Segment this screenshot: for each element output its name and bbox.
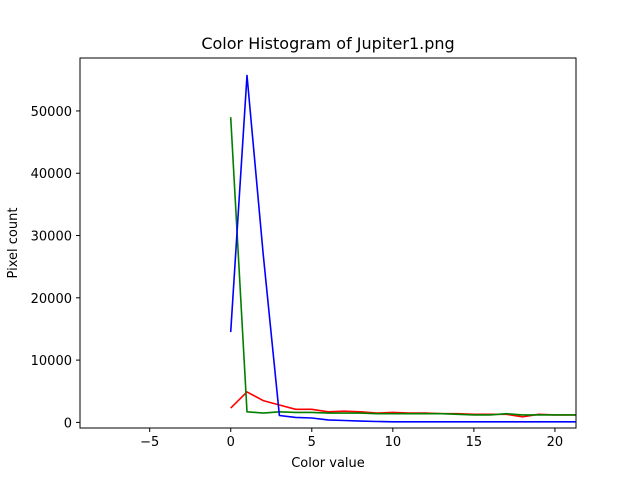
x-tick-label: −5 bbox=[140, 435, 159, 450]
chart-title: Color Histogram of Jupiter1.png bbox=[201, 34, 454, 53]
x-tick-label: 0 bbox=[227, 435, 235, 450]
plot-area: −5 0 5 10 15 20 0 10000 20000 30000 40000 50000 bbox=[31, 57, 577, 450]
plot-frame bbox=[79, 57, 577, 429]
x-axis-label: Color value bbox=[291, 456, 365, 471]
series-line-1 bbox=[229, 117, 576, 416]
x-tick-label: 10 bbox=[385, 435, 402, 450]
y-tick-label: 40000 bbox=[31, 167, 72, 182]
x-tick-label: 5 bbox=[308, 435, 316, 450]
y-tick-label: 50000 bbox=[31, 105, 72, 120]
y-tick-label: 0 bbox=[64, 416, 72, 431]
y-tick-label: 30000 bbox=[31, 230, 72, 245]
y-axis-label: Pixel count bbox=[6, 208, 21, 279]
y-tick-label: 20000 bbox=[31, 292, 72, 307]
series-line-2 bbox=[229, 74, 576, 423]
y-tick-label: 10000 bbox=[31, 354, 72, 369]
x-tick-label: 20 bbox=[547, 435, 564, 450]
x-tick-label: 15 bbox=[466, 435, 483, 450]
